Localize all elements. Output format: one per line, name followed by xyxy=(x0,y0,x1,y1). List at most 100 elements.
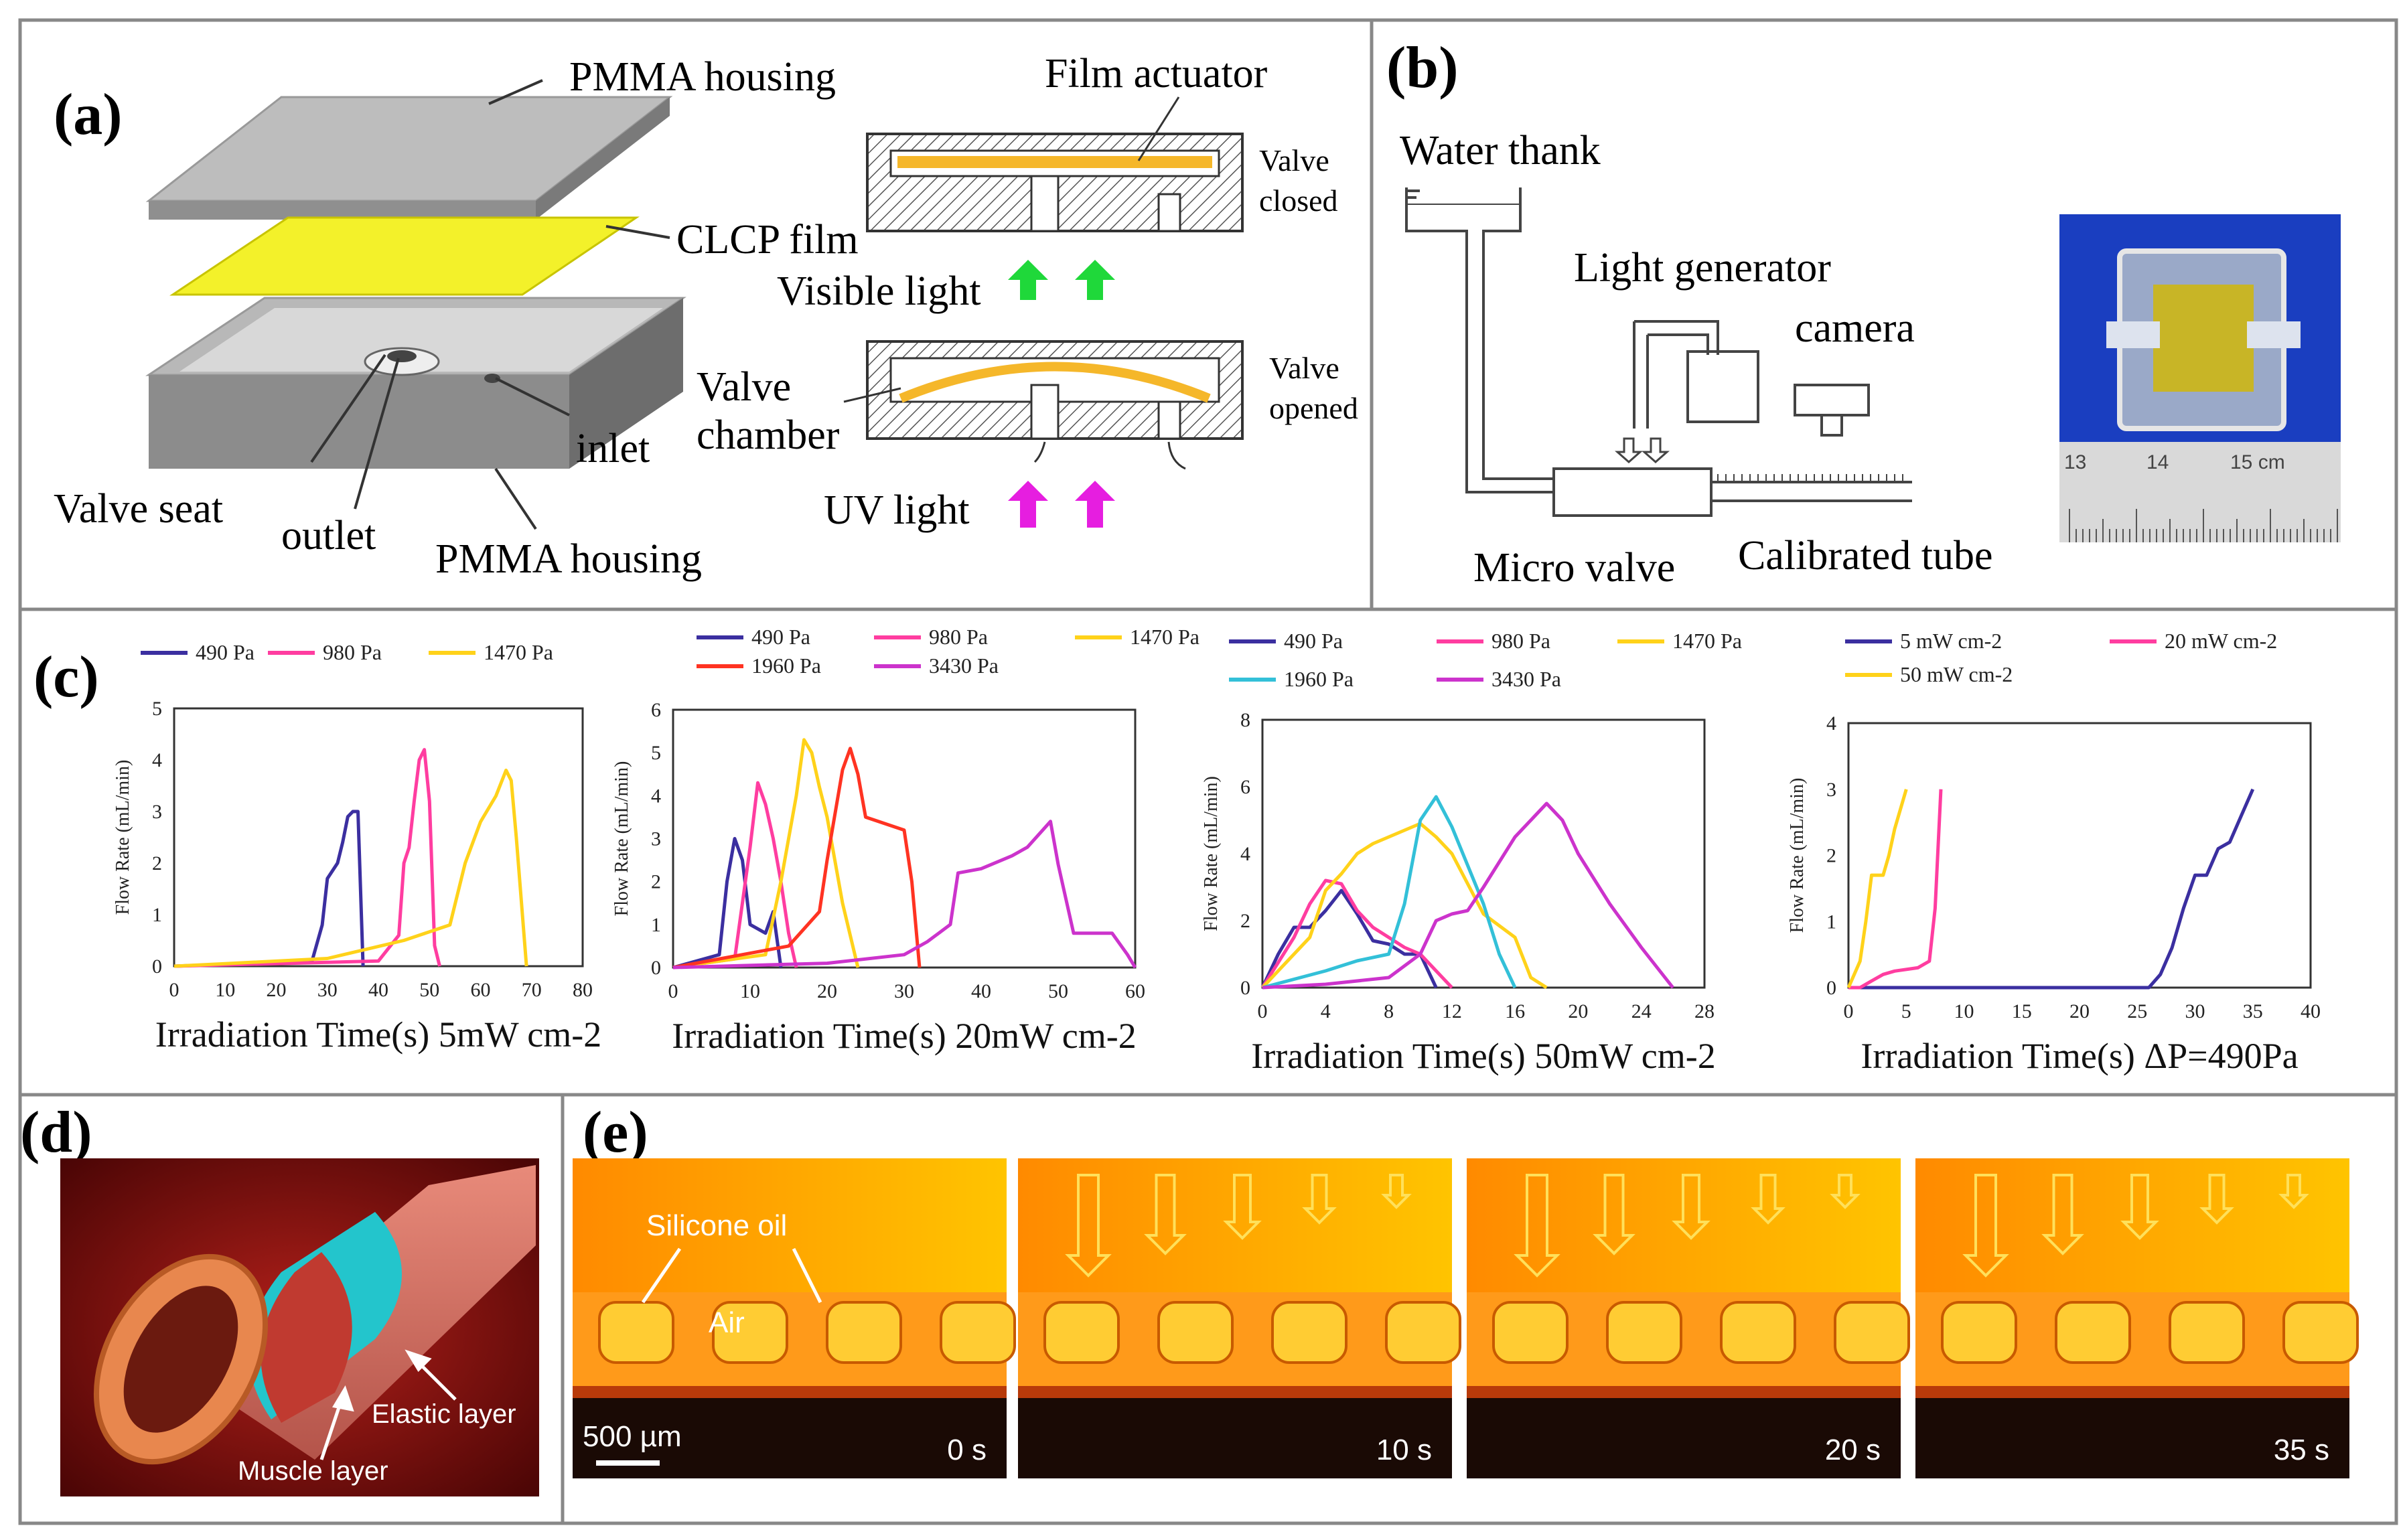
x-tick-label: 8 xyxy=(1384,1000,1394,1022)
label-light-generator: Light generator xyxy=(1574,245,1831,291)
panel-b: (b) Water thank Light generator camera M… xyxy=(1386,35,2341,591)
frame-2: 10 s xyxy=(1018,1158,1461,1478)
panel-e-label: (e) xyxy=(583,1100,648,1165)
legend-label: 1470 Pa xyxy=(1130,625,1199,649)
legend-label: 1470 Pa xyxy=(484,640,553,664)
label-valve-chamber-1: Valve xyxy=(697,364,791,410)
down-arrow-icon xyxy=(1144,1174,1187,1255)
x-tick-label: 40 xyxy=(368,979,388,1001)
panel-c-label: (c) xyxy=(33,645,99,710)
time-label: 35 s xyxy=(2274,1434,2329,1466)
legend-label: 3430 Pa xyxy=(1491,667,1561,691)
label-inlet: inlet xyxy=(576,426,650,471)
clcp-film xyxy=(169,216,640,296)
label-scale-bar: 500 µm xyxy=(583,1420,682,1453)
x-tick-label: 4 xyxy=(1321,1000,1331,1022)
x-tick-label: 40 xyxy=(971,980,991,1002)
x-tick-label: 12 xyxy=(1442,1000,1462,1022)
y-tick-label: 8 xyxy=(1240,709,1250,731)
y-tick-label: 3 xyxy=(152,801,162,823)
legend-label: 490 Pa xyxy=(751,625,810,649)
valve-closed-diagram xyxy=(866,96,1244,232)
time-label: 20 s xyxy=(1825,1434,1881,1466)
label-valve-opened-1: Valve xyxy=(1269,351,1339,385)
series-line-4 xyxy=(672,747,922,970)
series-line-1 xyxy=(173,810,365,968)
legend-label: 20 mW cm-2 xyxy=(2165,629,2277,653)
y-tick-label: 3 xyxy=(651,828,661,850)
down-arrow-icon xyxy=(1962,1174,2009,1278)
label-valve-closed-1: Valve xyxy=(1259,143,1329,177)
series-line-1 xyxy=(1260,889,1438,989)
x-axis-label: Irradiation Time(s) ΔP=490Pa xyxy=(1861,1036,2298,1076)
y-tick-label: 4 xyxy=(152,749,162,771)
panel-a-label: (a) xyxy=(54,82,123,147)
label-pmma-top: PMMA housing xyxy=(569,54,836,100)
label-elastic-layer: Elastic layer xyxy=(372,1399,516,1429)
y-tick-label: 0 xyxy=(1826,977,1836,999)
label-air: Air xyxy=(709,1306,745,1339)
x-tick-label: 24 xyxy=(1631,1000,1652,1022)
panel-frames xyxy=(18,18,2398,1525)
x-tick-label: 50 xyxy=(1048,980,1068,1002)
label-silicone-oil: Silicone oil xyxy=(646,1209,787,1242)
label-valve-seat: Valve seat xyxy=(54,486,223,532)
x-tick-label: 20 xyxy=(2069,1000,2090,1022)
series-line-2 xyxy=(173,748,441,968)
panel-d-label: (d) xyxy=(20,1100,92,1165)
water-tank-schematic xyxy=(1405,187,1912,517)
x-tick-label: 20 xyxy=(817,980,837,1002)
panel-b-label: (b) xyxy=(1386,35,1459,100)
x-tick-label: 0 xyxy=(169,979,179,1001)
series-line-3 xyxy=(173,768,528,968)
down-arrow-icon xyxy=(2199,1174,2234,1225)
y-tick-label: 6 xyxy=(651,699,661,721)
label-film-actuator: Film actuator xyxy=(1045,51,1268,96)
label-outlet: outlet xyxy=(281,513,376,558)
y-tick-label: 4 xyxy=(1240,843,1250,865)
series-line-3 xyxy=(1261,822,1548,990)
y-tick-label: 4 xyxy=(651,785,661,807)
legend-label: 1960 Pa xyxy=(1284,667,1354,691)
y-axis-label: Flow Rate (mL/min) xyxy=(611,761,632,917)
down-arrow-icon xyxy=(1065,1174,1112,1278)
down-arrow-icon xyxy=(1514,1174,1560,1278)
y-tick-label: 5 xyxy=(651,742,661,764)
plot-area xyxy=(672,708,1137,969)
frame-3: 20 s xyxy=(1467,1158,1910,1478)
legend-label: 980 Pa xyxy=(929,625,988,649)
y-tick-label: 2 xyxy=(1240,910,1250,932)
ruler-label-14: 14 xyxy=(2146,451,2169,473)
label-pmma-bottom: PMMA housing xyxy=(435,536,702,582)
label-water-tank: Water thank xyxy=(1400,128,1601,173)
plot-area xyxy=(1847,722,2312,989)
time-label: 0 s xyxy=(947,1434,987,1466)
valve-opened-diagram xyxy=(843,340,1244,470)
series-line-2 xyxy=(1260,878,1453,989)
x-tick-label: 25 xyxy=(2127,1000,2147,1022)
label-valve-opened-2: opened xyxy=(1269,391,1358,425)
y-tick-label: 4 xyxy=(1826,712,1836,735)
x-tick-label: 40 xyxy=(2301,1000,2321,1022)
down-arrow-icon xyxy=(1830,1174,1861,1209)
panel-d: (d) Elastic layer Muscle layer xyxy=(20,1100,539,1496)
y-axis-label: Flow Rate (mL/min) xyxy=(1201,776,1222,931)
y-tick-label: 6 xyxy=(1240,776,1250,798)
down-arrow-icon xyxy=(2041,1174,2084,1255)
label-visible-light: Visible light xyxy=(777,268,981,314)
y-tick-label: 1 xyxy=(152,904,162,926)
series-line-2 xyxy=(1848,789,1943,990)
series-line-1 xyxy=(672,837,783,970)
y-tick-label: 1 xyxy=(1826,911,1836,933)
y-tick-label: 2 xyxy=(152,852,162,874)
label-uv-light: UV light xyxy=(824,487,970,533)
y-axis-label: Flow Rate (mL/min) xyxy=(1787,778,1808,933)
green-arrow-icon xyxy=(1008,260,1115,300)
x-tick-label: 0 xyxy=(1844,1000,1854,1022)
x-tick-label: 0 xyxy=(1258,1000,1268,1022)
y-tick-label: 2 xyxy=(651,871,661,893)
legend-label: 490 Pa xyxy=(1284,629,1343,653)
label-clcp: CLCP film xyxy=(676,217,859,262)
ruler-label-15: 15 cm xyxy=(2230,451,2285,473)
